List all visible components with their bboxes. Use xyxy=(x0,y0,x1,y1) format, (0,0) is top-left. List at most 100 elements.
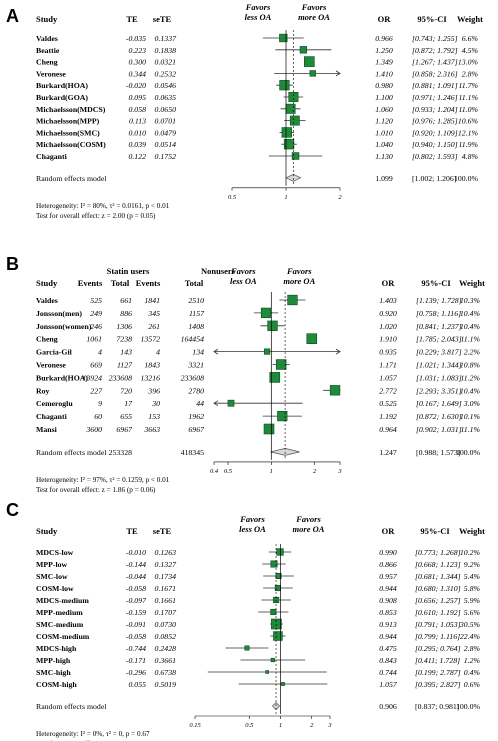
panel-c-favors-right-2: more OA xyxy=(293,524,325,534)
panel-b-events-2: 1841 xyxy=(144,296,160,305)
panel-a-letter: A xyxy=(6,6,19,26)
panel-b-or-value: 1.910 xyxy=(379,335,397,344)
panel-c-or-value: 1.057 xyxy=(379,680,398,689)
panel-a-col-study: Study xyxy=(36,14,58,24)
panel-a-te-value: 0.010 xyxy=(128,128,146,137)
panel-c-study-label: COSM-low xyxy=(36,584,74,593)
panel-c-weight-value: 5.6% xyxy=(464,608,481,617)
panel-b-total-2: 1408 xyxy=(188,322,204,331)
panel-b-summary-diamond xyxy=(270,448,300,456)
panel-b-summary-ci: [0.988; 1.573] xyxy=(416,448,461,457)
panel-c-ci-value: [0.773; 1.268] xyxy=(415,548,461,557)
panel-b-ci-value: [0.872; 1.630] xyxy=(416,412,462,421)
panel-a-tick-label: 0.5 xyxy=(228,194,237,201)
panel-c-ci-value: [0.610; 1.192] xyxy=(415,608,461,617)
panel-c-tick-label: 0.5 xyxy=(245,722,254,729)
panel-c-study-label: COSM-high xyxy=(36,680,77,689)
panel-a-te-value: 0.122 xyxy=(128,152,146,161)
panel-a-ci-value: [0.802; 1.593] xyxy=(412,152,458,161)
panel-c-or-value: 0.866 xyxy=(379,560,397,569)
panel-c-study-label: MDCS-low xyxy=(36,548,74,557)
panel-a-study-label: Michaelsson(MPP) xyxy=(36,117,100,126)
panel-b-total-2: 6967 xyxy=(188,425,205,434)
panel-b-total-2: 2510 xyxy=(188,296,204,305)
panel-b-ci-value: [2.293; 3.351] xyxy=(416,386,462,395)
panel-b-events-2: 3663 xyxy=(143,425,160,434)
panel-b-ci-arrow-left xyxy=(213,348,219,355)
panel-b-events-2: 345 xyxy=(147,309,160,318)
panel-c-summary-or: 0.906 xyxy=(379,702,397,711)
panel-b-total-2: 2780 xyxy=(188,386,204,395)
panel-b-total-1: 1306 xyxy=(116,322,132,331)
panel-b-weight-square xyxy=(227,399,235,407)
panel-b-col-ci: 95%-CI xyxy=(421,278,451,288)
panel-c-weight-value: 30.5% xyxy=(459,620,481,629)
panel-b-events-2: 261 xyxy=(148,322,160,331)
panel-a-heterogeneity: Heterogeneity: I² = 80%, τ² = 0.0161, p … xyxy=(36,202,170,210)
panel-b-weight-square xyxy=(275,359,287,370)
panel-b-events-1: 525 xyxy=(90,296,102,305)
panel-a-study-label: Burkard(HOA) xyxy=(36,81,88,90)
panel-b-events-1: 669 xyxy=(90,361,102,370)
panel-b-summary-label: Random effects model xyxy=(36,448,107,457)
panel-b-total-1: 6967 xyxy=(116,425,133,434)
panel-a-te-value: -0.020 xyxy=(126,81,146,90)
panel-b-study-label: Veronese xyxy=(36,361,66,370)
panel-b-col-total-2: Total xyxy=(185,278,204,288)
panel-a-sete-value: 0.0479 xyxy=(155,128,177,137)
panel-a-ci-value: [1.267; 1.437] xyxy=(412,58,458,67)
panel-c-study-label: SMC-medium xyxy=(36,620,84,629)
panel-c-sete-value: 0.1327 xyxy=(155,560,178,569)
panel-a-ci-value: [0.976; 1.285] xyxy=(412,117,458,126)
panel-a-study-label: Valdes xyxy=(36,34,58,43)
panel-a-sete-value: 0.0321 xyxy=(155,58,177,67)
panel-b-or-value: 1.171 xyxy=(379,361,397,370)
panel-a-weight-value: 12.1% xyxy=(458,128,479,137)
panel-c-study-label: MPP-medium xyxy=(36,608,83,617)
panel-b-weight-value: 11.1% xyxy=(460,425,480,434)
panel-b-favors-right-1: Favors xyxy=(286,266,312,276)
panel-c-sete-value: 0.0730 xyxy=(155,620,177,629)
panel-b-total-1: 1127 xyxy=(117,361,133,370)
panel-a-weight-value: 11.7% xyxy=(458,81,478,90)
panel-a-summary-ci: [1.002; 1.206] xyxy=(412,174,457,183)
panel-a-ci-value: [0.881; 1.091] xyxy=(412,81,458,90)
panel-c-col-sete: seTE xyxy=(153,526,172,536)
panel-a-ci-value: [0.940; 1.150] xyxy=(412,140,458,149)
panel-c-ci-value: [0.411; 1.728] xyxy=(415,656,460,665)
panel-b-or-value: 1.020 xyxy=(379,322,397,331)
panel-a-favors-right-2: more OA xyxy=(298,12,330,22)
panel-b-total-1: 661 xyxy=(120,296,132,305)
panel-a-summary-weight: 100.0% xyxy=(454,174,479,183)
panel-b-summary-total-1: 253328 xyxy=(109,448,132,457)
panel-c-weight-square xyxy=(244,645,250,651)
panel-b-study-label: Jonsson(men) xyxy=(36,309,82,318)
panel-a-te-value: 0.300 xyxy=(128,58,146,67)
panel-a-study-label: Michaelsson(MDCS) xyxy=(36,105,106,114)
panel-a-or-value: 1.010 xyxy=(375,128,393,137)
panel-b-ci-value: [0.229; 3.817] xyxy=(416,348,462,357)
panel-c-weight-square xyxy=(271,618,282,630)
panel-b-total-2: 44 xyxy=(196,399,204,408)
panel-c-te-value: -0.044 xyxy=(126,572,146,581)
panel-c-te-value: -0.744 xyxy=(126,644,146,653)
panel-b-overall-test: Test for overall effect: z = 1.86 (p = 0… xyxy=(36,486,156,494)
panel-a-study-label: Cheng xyxy=(36,58,58,67)
panel-a-or-value: 1.060 xyxy=(375,105,393,114)
panel-b-study-label: Roy xyxy=(36,386,50,395)
panel-b-weight-value: 11.2% xyxy=(460,373,480,382)
panel-c-weight-square xyxy=(270,657,275,663)
panel-c-te-value: 0.055 xyxy=(128,680,146,689)
panel-b-events-2: 13572 xyxy=(141,335,161,344)
panel-b-total-1: 886 xyxy=(120,309,132,318)
panel-b-events-2: 396 xyxy=(147,386,160,395)
panel-a-or-value: 0.966 xyxy=(375,34,393,43)
panel-b-weight-value: 10.4% xyxy=(460,386,481,395)
panel-b-total-1: 143 xyxy=(120,348,132,357)
panel-c-or-value: 0.990 xyxy=(379,548,397,557)
panel-c-study-label: MPP-low xyxy=(36,560,68,569)
panel-b-favors-left-2: less OA xyxy=(230,276,257,286)
panel-a-study-label: Michaelsson(COSM) xyxy=(36,140,106,149)
panel-a-or-value: 1.040 xyxy=(375,140,393,149)
panel-c-or-value: 0.843 xyxy=(379,656,397,665)
